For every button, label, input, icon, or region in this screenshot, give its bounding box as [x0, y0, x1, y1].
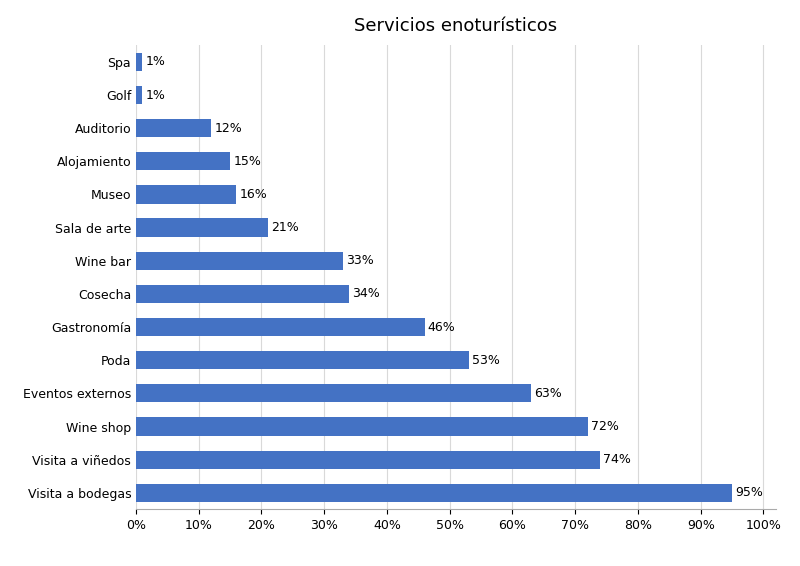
Text: 72%: 72%	[591, 420, 618, 433]
Text: 63%: 63%	[534, 387, 562, 400]
Text: 34%: 34%	[353, 288, 380, 301]
Bar	[136, 484, 732, 502]
Bar	[136, 218, 268, 237]
Text: 1%: 1%	[146, 55, 166, 68]
Bar	[136, 285, 350, 303]
Text: 74%: 74%	[603, 453, 631, 466]
Bar	[136, 451, 600, 469]
Text: 1%: 1%	[146, 88, 166, 101]
Text: 21%: 21%	[271, 221, 298, 234]
Text: 46%: 46%	[428, 320, 455, 333]
Bar	[136, 119, 211, 138]
Bar	[136, 86, 142, 104]
Text: 53%: 53%	[472, 354, 499, 367]
Bar	[136, 351, 469, 370]
Text: 15%: 15%	[234, 155, 261, 168]
Text: 16%: 16%	[239, 188, 267, 201]
Bar	[136, 185, 236, 204]
Text: 33%: 33%	[346, 254, 374, 267]
Bar	[136, 252, 343, 270]
Bar	[136, 152, 230, 170]
Bar	[136, 417, 588, 436]
Bar	[136, 318, 425, 336]
Bar	[136, 53, 142, 71]
Title: Servicios enoturísticos: Servicios enoturísticos	[354, 18, 558, 36]
Bar	[136, 384, 531, 402]
Text: 95%: 95%	[735, 486, 763, 499]
Text: 12%: 12%	[214, 122, 242, 135]
